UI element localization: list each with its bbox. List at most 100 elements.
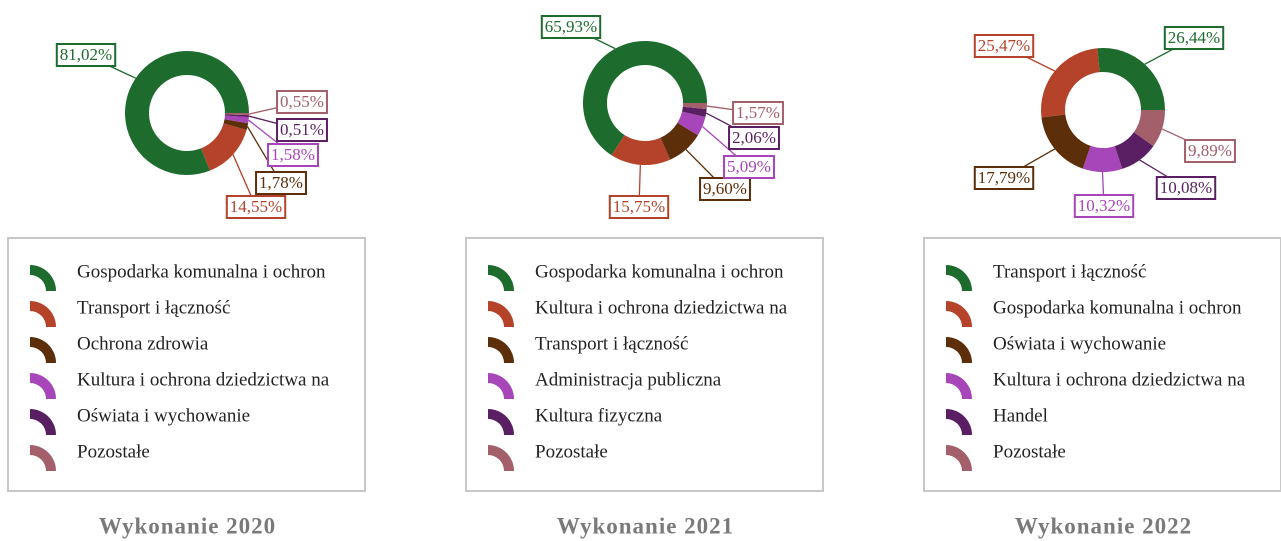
data-label-text: 26,44%	[1168, 28, 1220, 47]
data-label-text: 1,78%	[259, 173, 303, 192]
donut-slice	[1041, 114, 1091, 169]
data-label-text: 65,93%	[545, 17, 597, 36]
legend-label: Kultura i ochrona dziedzictwa na	[77, 369, 330, 390]
data-label-text: 10,32%	[1078, 196, 1130, 215]
legend-label: Kultura i ochrona dziedzictwa na	[993, 369, 1246, 390]
data-label-text: 81,02%	[60, 45, 112, 64]
data-label: 15,75%	[608, 195, 670, 219]
data-label-text: 0,55%	[280, 92, 324, 111]
labels: 65,93% 15,75% 9,60% 5,09% 2,06% 1,57%	[540, 15, 784, 219]
data-label-box	[1073, 194, 1135, 218]
donut-slice	[682, 106, 707, 118]
donut-slice	[1114, 132, 1154, 169]
data-label-text: 1,58%	[271, 145, 315, 164]
donut-slice	[1041, 48, 1100, 118]
data-label-box	[1155, 176, 1217, 200]
legend-swatch	[488, 337, 514, 363]
donut-slice	[611, 134, 671, 165]
legend-swatch	[488, 445, 514, 471]
data-label: 10,32%	[1073, 194, 1135, 218]
data-label-text: 10,08%	[1160, 178, 1212, 197]
data-label-box	[255, 171, 307, 195]
legend-swatch	[488, 373, 514, 399]
donut-slice	[1097, 48, 1165, 110]
donut-slice	[223, 119, 249, 130]
legend-label: Transport i łączność	[77, 297, 230, 318]
legend: Transport i łączność Gospodarka komunalna…	[946, 261, 1246, 471]
data-label-text: 9,60%	[703, 179, 747, 198]
legend-label: Oświata i wychowanie	[77, 405, 250, 426]
donut-slice	[583, 40, 707, 156]
data-label: 10,08%	[1155, 176, 1217, 200]
legend-label: Gospodarka komunalna i ochron	[993, 297, 1242, 318]
legend-label: Pozostałe	[993, 441, 1066, 462]
data-label-text: 5,09%	[727, 157, 771, 176]
donut-slice	[677, 111, 706, 136]
data-label: 14,55%	[225, 195, 287, 219]
donut-slice	[224, 113, 249, 116]
legend-swatch	[30, 265, 56, 291]
legend-swatch	[488, 301, 514, 327]
legend-swatch	[946, 265, 972, 291]
labels: 81,02% 14,55% 1,78% 1,58% 0,51% 0,55%	[55, 43, 328, 219]
data-label: 25,47%	[973, 34, 1035, 58]
data-label-text: 17,79%	[978, 168, 1030, 187]
data-label-text: 1,57%	[736, 103, 780, 122]
data-label-box	[276, 90, 328, 114]
donut-slice	[660, 122, 698, 160]
donut-slice	[224, 115, 249, 124]
data-label: 0,51%	[276, 118, 328, 142]
data-label-text: 0,51%	[280, 120, 324, 139]
legend-label: Transport i łączność	[993, 261, 1146, 282]
data-label-box	[732, 101, 784, 125]
legend: Gospodarka komunalna i ochron Kultura i o…	[488, 261, 788, 471]
legend-swatch	[946, 373, 972, 399]
data-label: 2,06%	[728, 126, 780, 150]
legend-swatch	[30, 373, 56, 399]
data-label-box	[276, 118, 328, 142]
legend-label: Gospodarka komunalna i ochron	[77, 261, 326, 282]
data-label-text: 2,06%	[732, 128, 776, 147]
legend-label: Oświata i wychowanie	[993, 333, 1166, 354]
data-label-text: 25,47%	[978, 36, 1030, 55]
data-label-box	[1163, 26, 1225, 50]
data-label-box	[225, 195, 287, 219]
data-label: 9,89%	[1184, 139, 1236, 163]
data-label-box	[267, 143, 319, 167]
data-label-box	[540, 15, 602, 39]
data-label-text: 9,89%	[1188, 141, 1232, 160]
legend-label: Kultura fizyczna	[535, 405, 663, 426]
legend-label: Pozostałe	[535, 441, 608, 462]
legend-label: Transport i łączność	[535, 333, 688, 354]
legend-label: Ochrona zdrowia	[77, 333, 209, 354]
data-label: 1,57%	[732, 101, 784, 125]
chart-title: Wykonanie 2022	[1015, 513, 1192, 538]
data-label-box	[973, 34, 1035, 58]
chart-title: Wykonanie 2020	[99, 513, 276, 538]
data-label: 1,58%	[267, 143, 319, 167]
chart-title: Wykonanie 2021	[557, 513, 734, 538]
legend-swatch	[30, 445, 56, 471]
donut-slice	[1082, 145, 1123, 172]
legend-label: Gospodarka komunalna i ochron	[535, 261, 784, 282]
legend-swatch	[30, 337, 56, 363]
legend-label: Administracja publiczna	[535, 369, 722, 390]
legend-swatch	[946, 409, 972, 435]
data-label: 5,09%	[723, 155, 775, 179]
legend-swatch	[946, 445, 972, 471]
data-label-box	[973, 166, 1035, 190]
legend-swatch	[488, 409, 514, 435]
donut-slice	[201, 123, 247, 171]
data-label-box	[1184, 139, 1236, 163]
data-label: 0,55%	[276, 90, 328, 114]
data-label-text: 15,75%	[613, 197, 665, 216]
data-label: 81,02%	[55, 43, 117, 67]
data-label: 65,93%	[540, 15, 602, 39]
data-label-box	[728, 126, 780, 150]
donut-slice	[1133, 110, 1165, 147]
legend-label: Handel	[993, 405, 1048, 426]
legend-label: Pozostałe	[77, 441, 150, 462]
donut-slice	[682, 103, 707, 110]
legend-box	[465, 237, 824, 492]
